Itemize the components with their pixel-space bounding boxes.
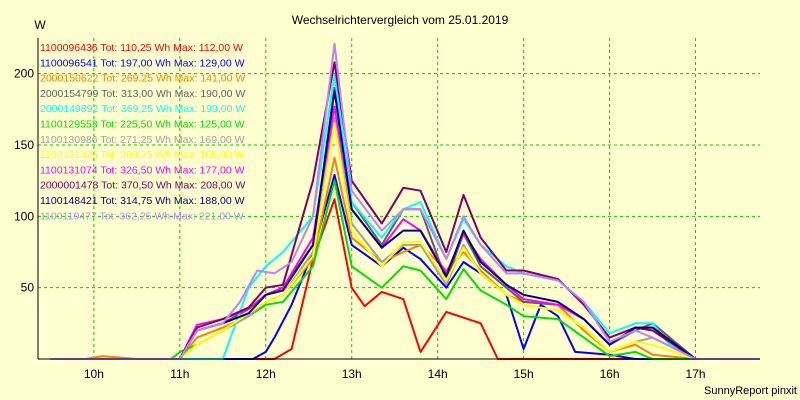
y-axis-unit-label: W <box>34 18 46 32</box>
legend-entry-1100131025: 1100131025 Tot: 269,25 Wh Max: 165,00 W <box>40 149 245 161</box>
x-tick-label-3: 13h <box>342 367 362 381</box>
y-tick-label-3: 200 <box>14 67 34 81</box>
series-line-2000001478 <box>50 61 760 360</box>
legend-entry-1100129553: 1100129553 Tot: 225,50 Wh Max: 125,00 W <box>40 119 245 131</box>
series-line-1100119477 <box>50 42 760 360</box>
y-tick-label-1: 100 <box>14 209 34 223</box>
axes: 50 100 150 200 10h 11h 12h 13h 14h 15h 16h 17h <box>14 38 760 381</box>
series-line-1100096436 <box>50 198 760 360</box>
x-tick-label-1: 11h <box>170 367 189 381</box>
series-line-1100129553 <box>50 179 760 360</box>
y-tick-label-0: 50 <box>21 281 35 295</box>
x-tick-label-5: 15h <box>514 367 534 381</box>
legend: 1100096436 Tot: 110,25 Wh Max: 112,00 W 1… <box>40 42 245 222</box>
legend-entry-2000154799: 2000154799 Tot: 313,00 Wh Max: 190,00 W <box>40 88 245 100</box>
x-tick-label-7: 17h <box>686 367 706 381</box>
series-line-1100148421 <box>50 89 760 360</box>
x-tick-label-0: 10h <box>84 367 104 381</box>
legend-entry-2000150622: 2000150622 Tot: 269,25 Wh Max: 141,00 W <box>40 73 245 85</box>
legend-entry-1100096436: 1100096436 Tot: 110,25 Wh Max: 112,00 W <box>40 42 243 54</box>
legend-entry-1100119477: 1100119477 Tot: 362,25 Wh Max: 221,00 W <box>40 210 244 222</box>
chart-title: Wechselrichtervergleich vom 25.01.2019 <box>292 13 509 27</box>
legend-entry-1100130986: 1100130986 Tot: 271,25 Wh Max: 169,00 W <box>40 134 245 146</box>
series-line-1100131025 <box>50 122 760 360</box>
grid <box>38 38 760 359</box>
chart-footer: SunnyReport pinxit <box>704 385 797 397</box>
legend-entry-2000149892: 2000149892 Tot: 369,25 Wh Max: 199,00 W <box>40 103 245 115</box>
x-tick-label-2: 12h <box>256 367 276 381</box>
legend-entry-1100131074: 1100131074 Tot: 326,50 Wh Max: 177,00 W <box>40 164 245 176</box>
legend-entry-1100096541: 1100096541 Tot: 197,00 Wh Max: 129,00 W <box>40 57 245 69</box>
series-line-2000149892 <box>50 74 760 360</box>
x-tick-label-6: 16h <box>600 367 620 381</box>
legend-entry-2000001478: 2000001478 Tot: 370,50 Wh Max: 208,00 W <box>40 180 245 192</box>
legend-entry-1100148421: 1100148421 Tot: 314,75 Wh Max: 188,00 W <box>40 195 245 207</box>
y-tick-label-2: 150 <box>14 138 34 152</box>
x-tick-label-4: 14h <box>428 367 448 381</box>
